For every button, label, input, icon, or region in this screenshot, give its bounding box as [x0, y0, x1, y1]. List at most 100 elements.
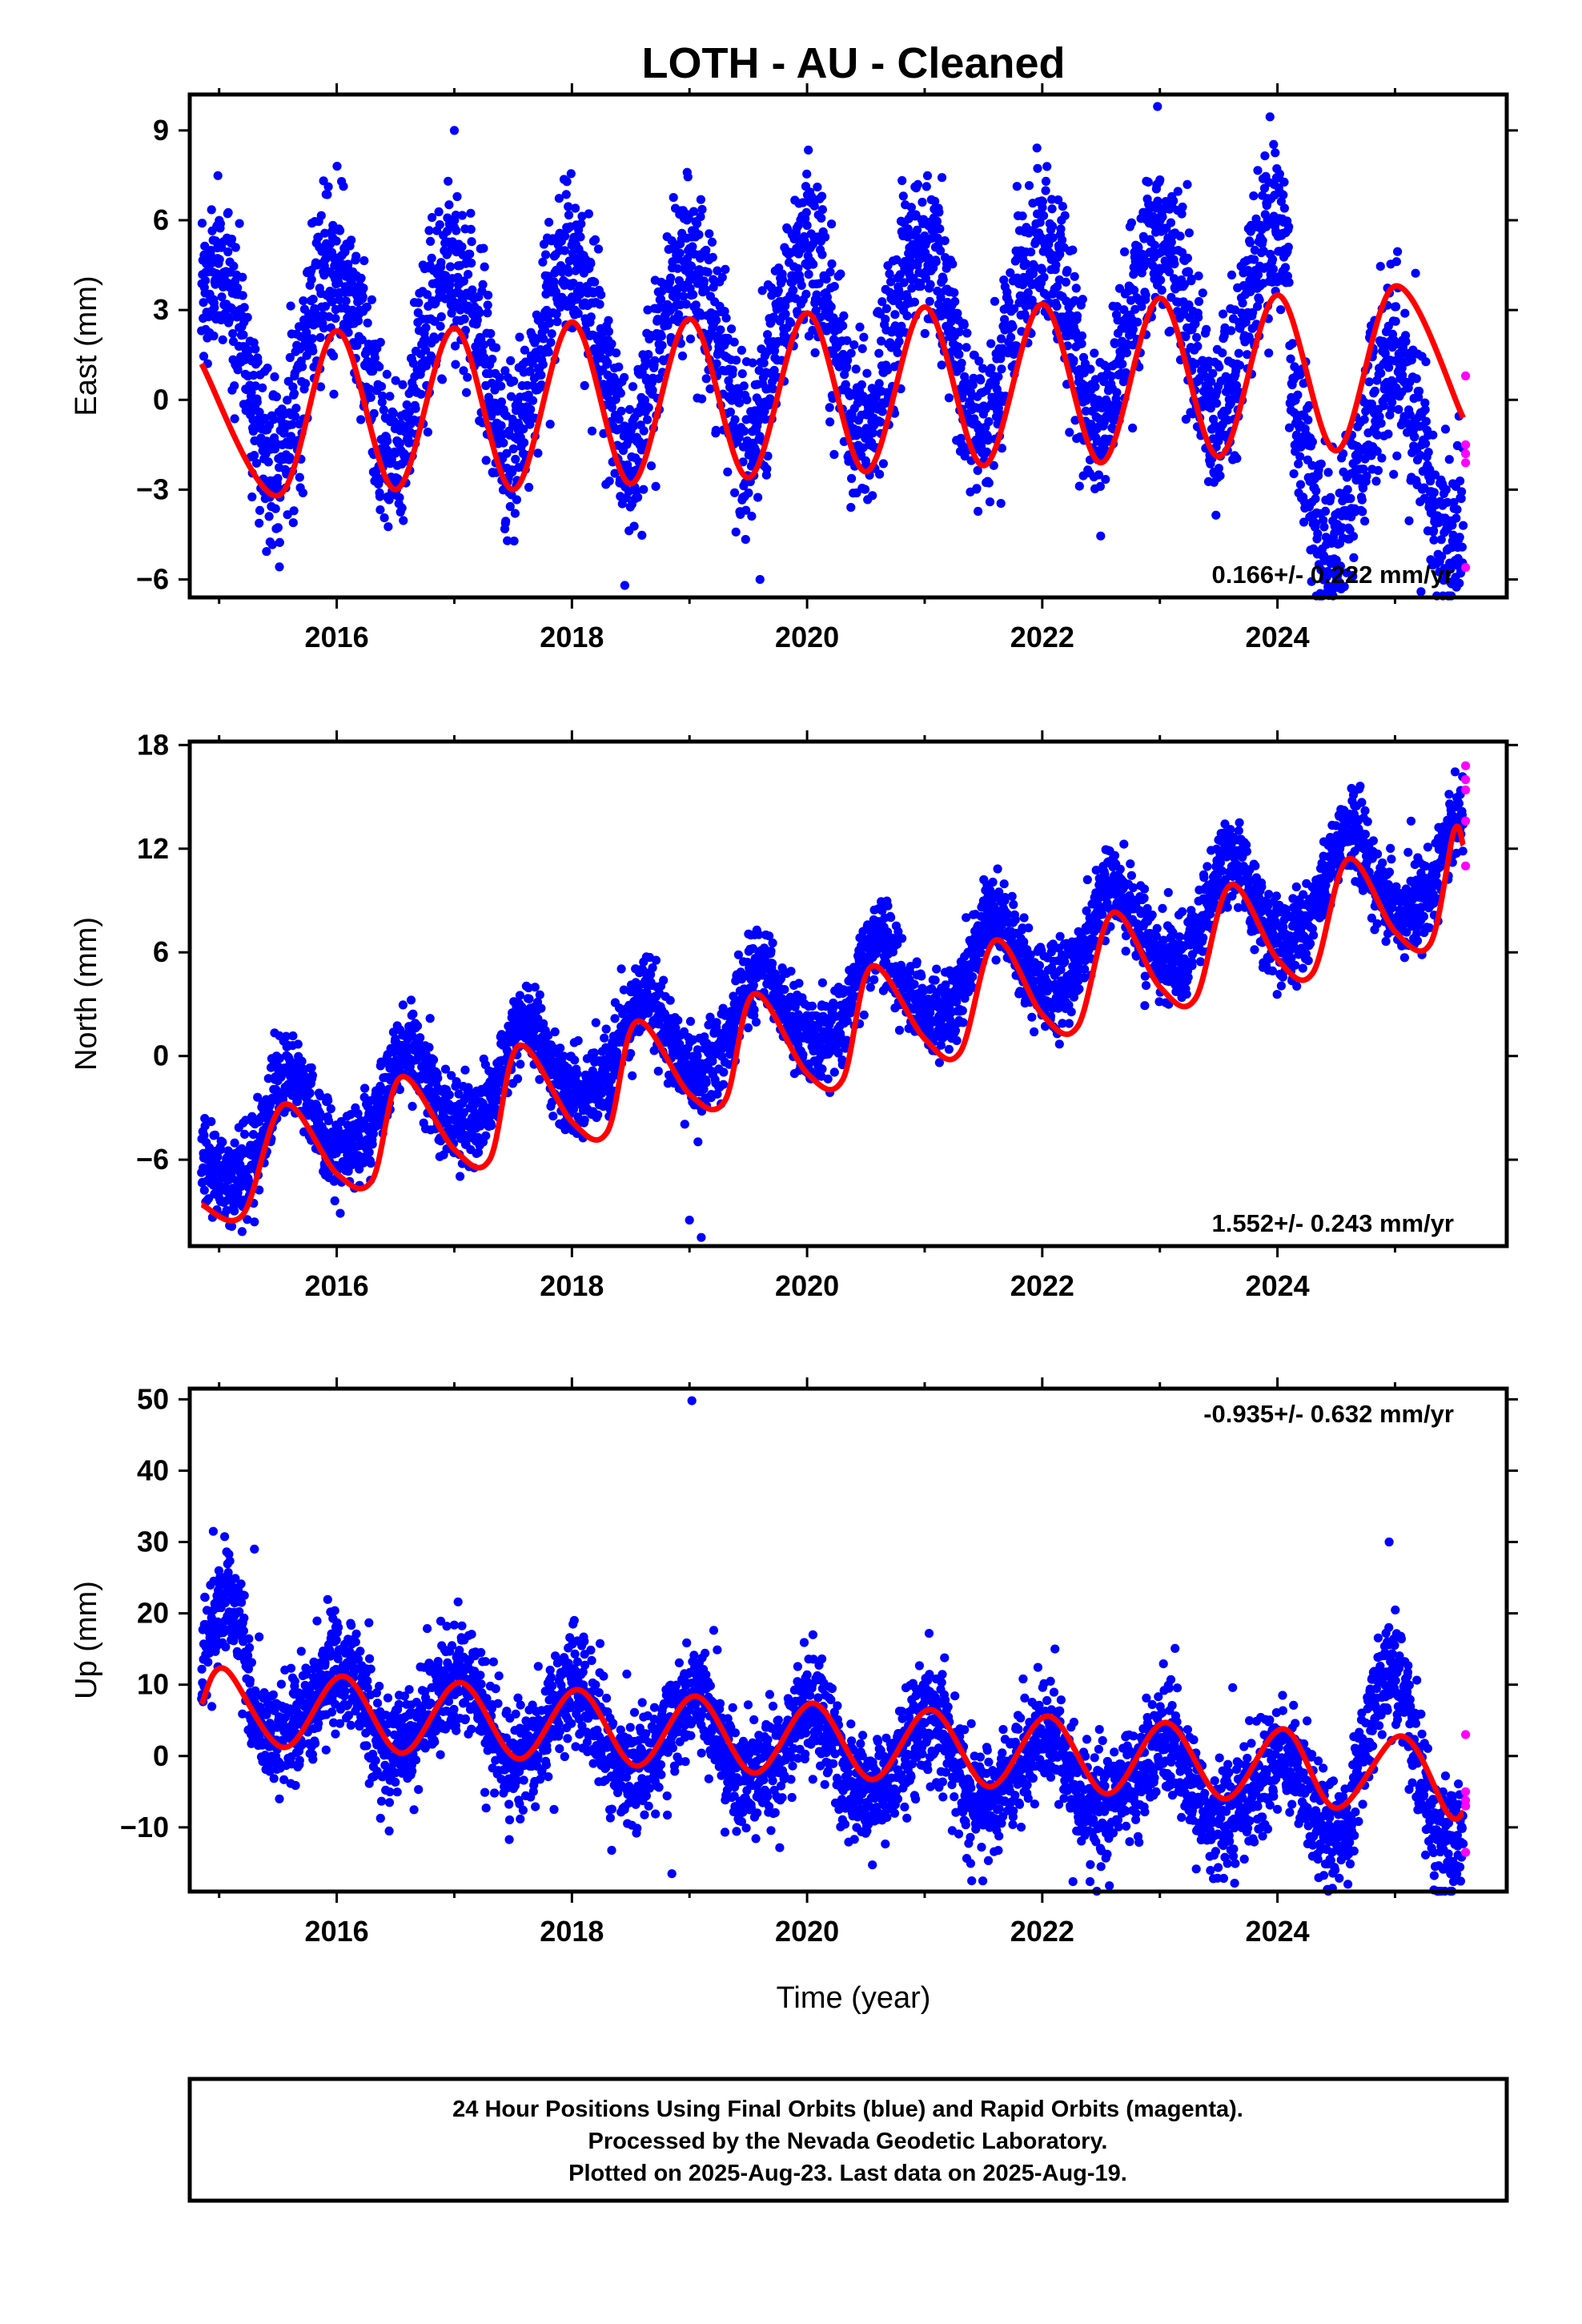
east-final-orbit-point	[421, 323, 431, 332]
east-final-orbit-point	[431, 335, 440, 344]
east-final-orbit-point	[544, 348, 553, 357]
east-final-orbit-point	[379, 513, 389, 523]
east-final-orbit-point	[238, 272, 247, 282]
east-final-orbit-point	[1455, 578, 1464, 588]
east-final-orbit-point	[687, 261, 697, 271]
east-final-orbit-point	[547, 329, 556, 339]
east-final-orbit-point	[285, 352, 295, 363]
east-final-orbit-point	[227, 235, 237, 244]
east-final-orbit-point	[938, 275, 948, 284]
east-final-orbit-point	[451, 341, 460, 351]
east-final-orbit-point	[1060, 211, 1070, 220]
east-final-orbit-point	[370, 353, 379, 363]
east-final-orbit-point	[713, 266, 722, 275]
east-final-orbit-point	[457, 211, 468, 220]
east-final-orbit-point	[1283, 243, 1293, 252]
east-final-orbit-point	[577, 211, 587, 221]
east-final-orbit-point	[628, 421, 638, 431]
east-final-orbit-point	[590, 277, 600, 287]
east-final-orbit-point	[1215, 471, 1225, 480]
east-final-orbit-point	[1411, 268, 1420, 278]
east-final-orbit-point	[786, 318, 796, 328]
east-final-orbit-point	[809, 259, 818, 269]
east-final-orbit-point	[239, 303, 249, 312]
east-final-orbit-point	[357, 335, 367, 344]
north-final-orbit-point	[424, 1043, 434, 1052]
east-final-orbit-point	[426, 236, 436, 246]
north-final-orbit-point	[367, 1140, 377, 1149]
east-final-orbit-point	[1377, 453, 1387, 463]
east-final-orbit-point	[560, 246, 569, 255]
east-x-tick-label: 2016	[305, 621, 369, 653]
east-final-orbit-point	[525, 367, 535, 376]
east-final-orbit-point	[362, 302, 371, 312]
east-final-orbit-point	[917, 197, 927, 207]
east-final-orbit-point	[1294, 459, 1303, 468]
east-final-orbit-point	[1178, 202, 1187, 212]
east-final-orbit-point	[428, 213, 437, 223]
east-final-orbit-point	[1198, 288, 1207, 298]
east-rapid-orbit-point	[1461, 440, 1471, 450]
east-final-orbit-point	[402, 400, 412, 410]
east-final-orbit-point	[604, 327, 614, 336]
east-final-orbit-point	[230, 414, 239, 424]
east-final-orbit-point	[624, 404, 635, 414]
east-final-orbit-point	[728, 365, 737, 375]
east-x-tick-label: 2024	[1246, 621, 1310, 653]
east-final-orbit-point	[974, 506, 983, 517]
east-final-orbit-point	[483, 308, 492, 318]
east-final-orbit-point	[669, 193, 678, 203]
east-final-orbit-point	[614, 414, 624, 424]
east-final-orbit-outlier	[808, 239, 818, 249]
east-final-orbit-point	[247, 388, 256, 397]
east-final-orbit-point	[596, 290, 606, 300]
east-final-orbit-point	[674, 310, 684, 320]
east-final-orbit-point	[1268, 264, 1278, 274]
north-final-orbit-point	[297, 1056, 307, 1066]
east-final-orbit-point	[255, 518, 264, 528]
east-final-orbit-point	[255, 505, 265, 516]
east-final-orbit-point	[1249, 191, 1259, 201]
east-final-orbit-point	[838, 321, 848, 331]
east-final-orbit-point	[1227, 270, 1237, 279]
east-final-orbit-point	[1232, 453, 1242, 464]
east-final-orbit-point	[829, 449, 839, 460]
east-final-orbit-point	[821, 232, 830, 242]
east-final-orbit-point	[506, 356, 516, 365]
east-final-orbit-point	[481, 456, 491, 465]
east-final-orbit-point	[382, 369, 391, 379]
east-final-orbit-point	[1376, 419, 1386, 428]
east-final-orbit-point	[931, 257, 941, 267]
east-final-orbit-point	[628, 382, 638, 392]
east-final-orbit-point	[314, 232, 323, 242]
east-final-orbit-point	[789, 285, 798, 295]
east-final-orbit-point	[802, 169, 812, 179]
east-final-orbit-point	[712, 316, 721, 325]
east-final-orbit-point	[817, 191, 827, 201]
east-final-orbit-point	[868, 428, 878, 438]
east-final-orbit-point	[1150, 240, 1159, 250]
east-final-orbit-point	[411, 404, 420, 413]
east-final-orbit-point	[251, 381, 260, 391]
east-final-orbit-point	[1383, 429, 1393, 439]
east-final-orbit-point	[499, 438, 508, 448]
east-final-orbit-point	[699, 276, 709, 286]
east-final-orbit-point	[604, 316, 613, 325]
east-final-orbit-point	[340, 247, 350, 257]
east-final-orbit-point	[269, 415, 279, 424]
east-final-orbit-point	[1157, 285, 1166, 295]
east-final-orbit-point	[1056, 224, 1066, 234]
east-final-orbit-point	[846, 503, 856, 513]
east-final-orbit-point	[267, 540, 277, 549]
east-final-orbit-point	[737, 369, 747, 379]
north-final-orbit-point	[288, 1031, 298, 1041]
east-final-orbit-point	[243, 312, 252, 322]
east-final-orbit-point	[742, 395, 752, 404]
east-final-orbit-point	[648, 385, 657, 395]
east-final-orbit-point	[893, 348, 902, 357]
east-final-orbit-point	[1234, 348, 1243, 358]
east-final-orbit-point	[467, 258, 476, 268]
east-final-orbit-point	[875, 469, 885, 479]
east-final-orbit-point	[1238, 298, 1247, 308]
east-final-orbit-point	[1039, 272, 1049, 282]
